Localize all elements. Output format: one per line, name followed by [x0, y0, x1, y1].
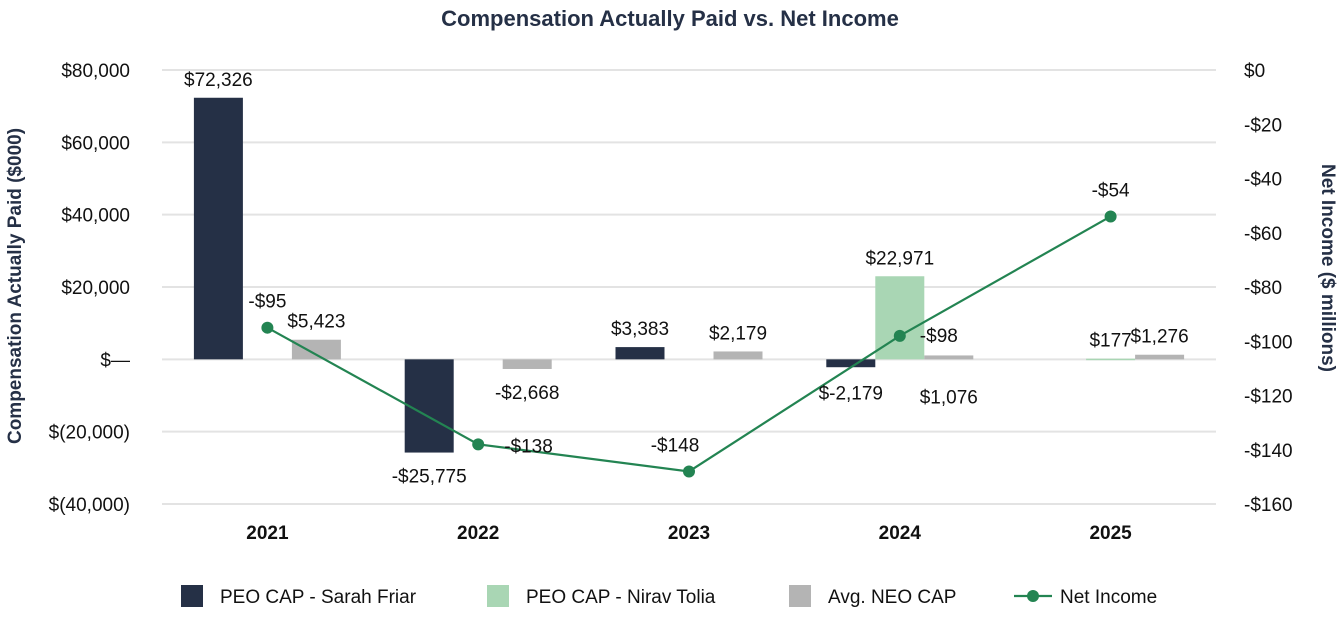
- net-income-line: [266, 215, 1112, 473]
- net-income-point: [261, 321, 274, 334]
- legend-label: Avg. NEO CAP: [828, 587, 956, 608]
- x-tick-label: 2024: [879, 523, 922, 544]
- x-tick-label: 2022: [457, 523, 499, 544]
- legend-swatch: [487, 585, 509, 607]
- y-tick-label-right: $0: [1244, 61, 1265, 82]
- bar-data-label: -$25,775: [392, 467, 467, 488]
- bar-data-label: -$2,668: [495, 383, 559, 404]
- net-income-data-label: -$138: [504, 436, 553, 457]
- chart-title: Compensation Actually Paid vs. Net Incom…: [441, 6, 899, 31]
- bar: [1135, 354, 1185, 360]
- bar: [924, 355, 974, 360]
- bar: [615, 347, 665, 360]
- y-axis-left-title: Compensation Actually Paid ($000): [5, 128, 26, 444]
- y-tick-label-left: $(20,000): [49, 423, 130, 444]
- bar: [1086, 358, 1136, 361]
- y-tick-label-right: -$160: [1244, 495, 1293, 516]
- bar: [193, 97, 243, 360]
- y-axis-right-title: Net Income ($ millions): [1317, 164, 1338, 372]
- bar-data-label: $1,276: [1131, 327, 1189, 348]
- net-income-line-layer: [261, 210, 1117, 478]
- y-tick-label-left: $—: [100, 350, 130, 371]
- legend-swatch: [181, 585, 203, 607]
- x-tick-label: 2025: [1089, 523, 1132, 544]
- net-income-point: [1104, 210, 1117, 223]
- y-tick-label-left: $(40,000): [49, 495, 130, 516]
- y-tick-label-right: -$120: [1244, 387, 1293, 408]
- y-tick-label-right: -$100: [1244, 332, 1293, 353]
- bar: [291, 339, 341, 360]
- bar-data-label: $-2,179: [819, 383, 883, 404]
- net-income-point: [893, 329, 906, 342]
- bar-data-label: $1,076: [920, 387, 978, 408]
- x-tick-label: 2023: [668, 523, 710, 544]
- net-income-data-label: -$98: [920, 326, 958, 347]
- y-tick-label-left: $20,000: [61, 278, 130, 299]
- legend-label: PEO CAP - Sarah Friar: [220, 587, 417, 608]
- legend-marker: [1027, 590, 1039, 602]
- net-income-data-label: -$95: [248, 292, 286, 313]
- y-tick-label-right: -$40: [1244, 170, 1282, 191]
- legend-label: PEO CAP - Nirav Tolia: [526, 587, 716, 608]
- y-tick-label-right: -$20: [1244, 115, 1282, 136]
- legend: PEO CAP - Sarah Friar PEO CAP - Nirav Tol…: [181, 585, 1157, 608]
- bars: [193, 97, 1185, 453]
- x-axis: 2021 2022 2023 2024 2025: [246, 523, 1132, 544]
- x-tick-label: 2021: [246, 523, 289, 544]
- y-axis-right: $0 -$20 -$40 -$60 -$80 -$100 -$120 -$140 -$160: [1244, 61, 1293, 516]
- bar-data-label: $177: [1089, 331, 1131, 352]
- bar-data-label: $72,326: [184, 70, 253, 91]
- net-income-data-label: -$148: [651, 435, 700, 456]
- y-tick-label-right: -$80: [1244, 278, 1282, 299]
- y-tick-label-right: -$140: [1244, 441, 1293, 462]
- y-tick-label-left: $40,000: [61, 206, 130, 227]
- legend-label: Net Income: [1060, 587, 1157, 608]
- legend-swatch: [789, 585, 811, 607]
- y-tick-label-right: -$60: [1244, 224, 1282, 245]
- data-labels: $72,326-$25,775$3,383$-2,179$22,971$177$…: [184, 70, 1189, 488]
- bar-data-label: $22,971: [865, 248, 934, 269]
- y-axis-left: $80,000 $60,000 $40,000 $20,000 $— $(20,000) $…: [49, 61, 130, 516]
- net-income-point: [472, 438, 485, 451]
- net-income-point: [683, 465, 695, 478]
- bar: [826, 359, 876, 368]
- bar: [404, 359, 454, 453]
- bar: [502, 359, 552, 369]
- net-income-data-label: -$54: [1092, 180, 1130, 201]
- bar: [713, 351, 763, 360]
- y-tick-label-left: $60,000: [61, 133, 130, 154]
- bar-data-label: $3,383: [611, 319, 669, 340]
- bar-data-label: $2,179: [709, 323, 767, 344]
- bar-data-label: $5,423: [287, 312, 345, 333]
- y-tick-label-left: $80,000: [61, 61, 130, 82]
